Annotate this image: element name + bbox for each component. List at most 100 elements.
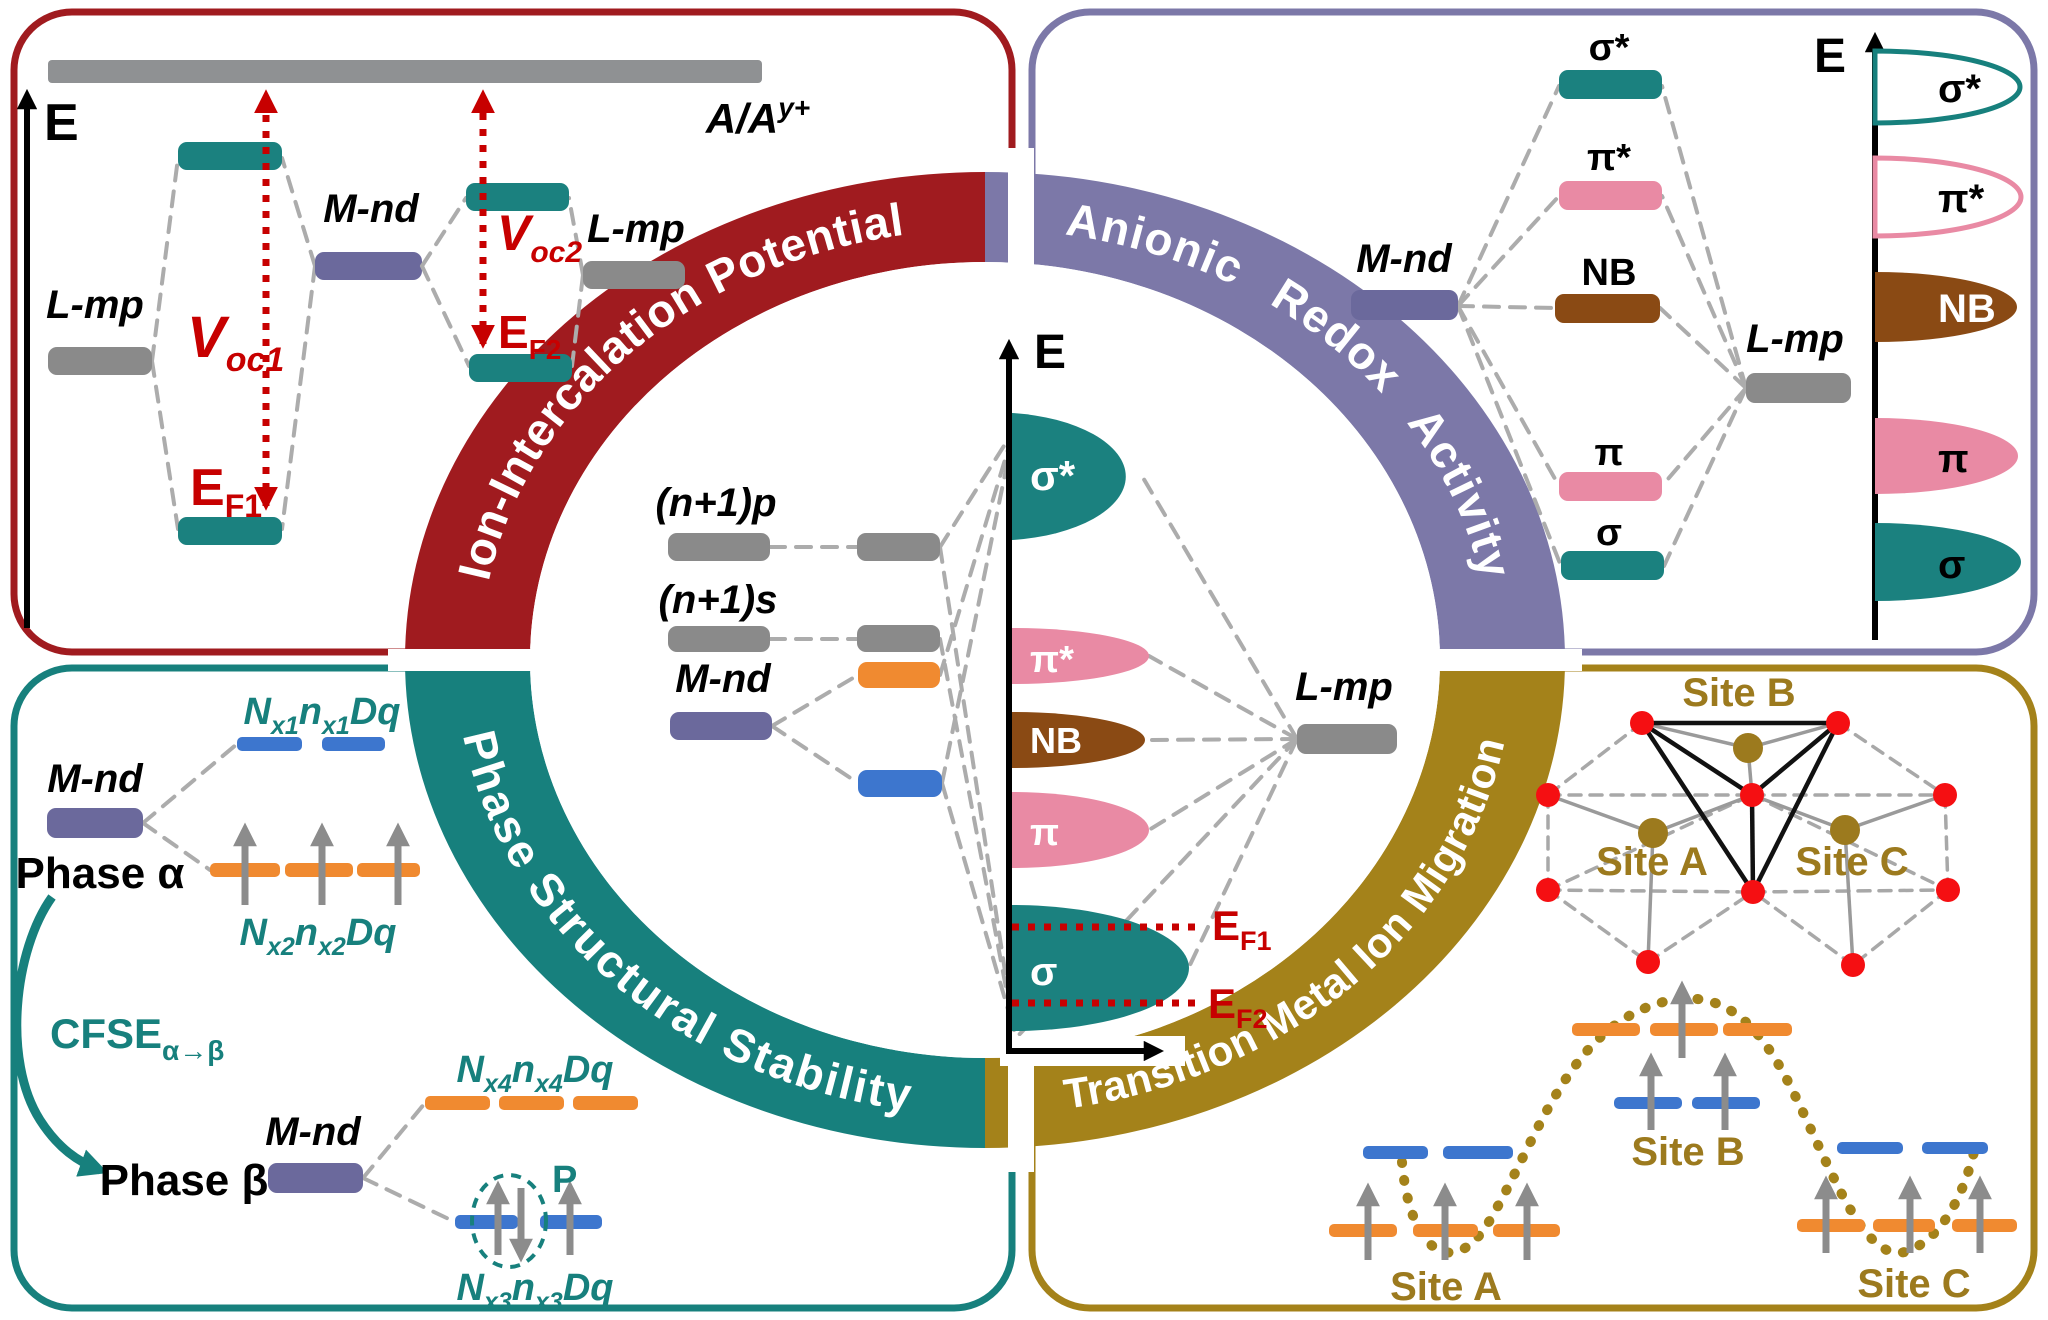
metal-level [1351, 290, 1458, 320]
dos-label-sigma-star: σ* [1938, 67, 1981, 111]
mo-label-pi: π [1594, 432, 1623, 474]
dos-lobe-pi-star [1872, 155, 2024, 239]
site-b-label: Site B [1682, 671, 1795, 715]
cfse-transition-arrow [12, 894, 109, 1177]
mo-connectors-group1 [150, 156, 317, 531]
center-lobe-sigma-star [1012, 413, 1126, 540]
mo-label-sigma: σ [1596, 512, 1622, 554]
center-energy-axis-label: E [1034, 326, 1066, 379]
mnd-label: M-nd [675, 657, 772, 701]
site-a-eg-dash [1443, 1146, 1513, 1159]
mnd-level [670, 712, 772, 740]
dq3-label: Nx3nx3Dq [457, 1267, 614, 1316]
mo-label-pi-star: π* [1587, 137, 1631, 179]
center-lobe-pi [1012, 792, 1149, 868]
site-b-levels: Site B [1572, 980, 1792, 1174]
site-c-t2g-dash [1952, 1219, 2017, 1232]
ring-arc-olive [985, 660, 1565, 1148]
center-lobe-nb [1012, 712, 1145, 768]
center-mo-diagram: E σ* π* NB π σ EF1 EF2 (n+1)p (n+1)s M-n… [655, 326, 1397, 1066]
center-label-nb: NB [1030, 720, 1082, 761]
metal-level-label: M-nd [1356, 237, 1453, 281]
eg-alpha-dash [322, 737, 385, 751]
ns-label: (n+1)s [659, 578, 778, 622]
mnd-beta-label: M-nd [265, 1110, 362, 1154]
mo-fan-left [1456, 84, 1563, 568]
mo-fan-right [1658, 84, 1748, 568]
alkali-reservoir-bar [48, 60, 762, 83]
mo-level-pi-star [1559, 181, 1662, 210]
dq2-label: Nx2nx2Dq [240, 912, 397, 961]
site-c-eg-dash [1922, 1142, 1988, 1154]
mo-connectors-group2 [420, 196, 585, 368]
mo-label-nb: NB [1582, 252, 1637, 294]
metal-site-a-atom [1638, 818, 1668, 848]
dq1-label: Nx1nx1Dq [244, 691, 401, 740]
dos-lobe-nb [1875, 272, 2017, 342]
t2g-alpha-dash [357, 863, 420, 877]
ligand-level-label: L-mp [1746, 317, 1844, 361]
mo-level-pi [1559, 472, 1662, 501]
migration-path-curve [1397, 993, 1979, 1258]
pairing-circle [470, 1173, 548, 1269]
oxygen-atoms [1536, 711, 1960, 977]
mo-level-nb [1555, 294, 1660, 323]
site-a-energy-label: Site A [1390, 1265, 1502, 1309]
ring-arc-teal [405, 660, 985, 1148]
site-c-t2g-dash [1873, 1219, 1935, 1232]
mnd-alpha-level [47, 808, 143, 838]
alpha-connectors [141, 742, 239, 872]
phase-beta-label: Phase β [100, 1156, 269, 1205]
ligand-level-label: L-mp [46, 283, 144, 327]
oxygen-atom [1826, 711, 1850, 735]
panel-phase-stability: M-nd Phase α Nx1nx1Dq Nx2nx2Dq CFSEα→β P… [12, 691, 638, 1316]
np-level-left [668, 533, 770, 561]
ring-inner-disk [530, 262, 1440, 1058]
ligand-level [1746, 373, 1851, 403]
ring-gap-right [1422, 649, 1582, 671]
lmp-level [1297, 724, 1397, 754]
eg-beta-dash [573, 1096, 638, 1110]
ligand-level-label-right: L-mp [587, 207, 685, 251]
center-lobe-pi-star [1012, 628, 1149, 684]
lmp-label: L-mp [1295, 665, 1393, 709]
eg-level [858, 662, 940, 688]
dq4-label: Nx4nx4Dq [457, 1049, 614, 1098]
center-label-pi: π [1030, 812, 1059, 854]
ligand-level [48, 347, 152, 375]
panel-ion-intercalation: A/Ay+ E L-mp M-nd Voc1 EF1 Voc2 EF2 L-mp [16, 60, 810, 628]
site-c-t2g-dash [1797, 1219, 1865, 1232]
site-c-energy-label: Site C [1857, 1262, 1970, 1306]
oxygen-atom [1536, 783, 1560, 807]
metal-site-b-atom [1733, 733, 1763, 763]
oxygen-atom [1536, 878, 1560, 902]
metal-level-label: M-nd [323, 187, 420, 231]
ef2-label: EF2 [498, 306, 561, 365]
dos-lobe-pi [1875, 418, 2018, 494]
site-a-t2g-dash [1329, 1224, 1397, 1237]
panel-anionic-redox: M-nd L-mp σ* π* NB π σ E σ* π* NB π σ [1351, 27, 2024, 640]
center-ef2-label: EF2 [1208, 980, 1268, 1034]
pairing-energy-label: P [552, 1159, 577, 1201]
ring-arc-red [405, 172, 985, 660]
ligand-level-right [583, 261, 685, 289]
metal-site-c-atom [1830, 815, 1860, 845]
dos-lobe-sigma [1875, 523, 2021, 601]
dos-lobe-sigma-star [1872, 48, 2023, 126]
ring-arc-purple [985, 172, 1565, 660]
oxygen-atom [1841, 953, 1865, 977]
panel-ion-migration: Site B Site A Site C Site A Site B [1329, 671, 2017, 1309]
eg-alpha-dash [237, 737, 302, 751]
fermi-level-2 [469, 354, 572, 382]
site-a-levels: Site A [1329, 1146, 1560, 1309]
t2g-beta-dash [455, 1215, 518, 1229]
center-connectors [768, 428, 1299, 1040]
ef1-label: EF1 [190, 459, 262, 524]
mo-level-sigma-star [1559, 70, 1662, 99]
dos-label-pi-star: π* [1938, 177, 1985, 221]
ns-level-right [857, 625, 940, 652]
oxygen-atom [1740, 783, 1764, 807]
oxygen-atom [1636, 950, 1660, 974]
